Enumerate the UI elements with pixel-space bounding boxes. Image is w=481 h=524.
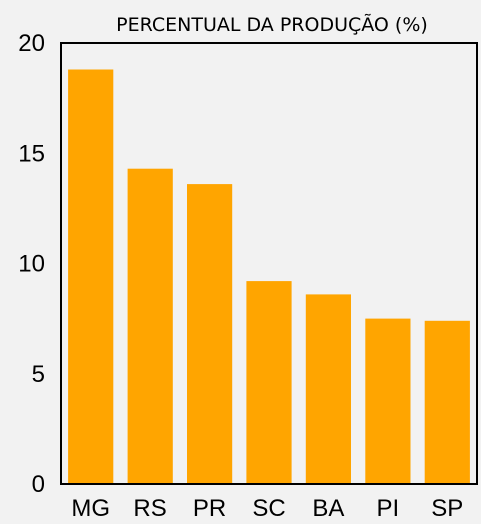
x-tick-label-mg: MG xyxy=(71,495,110,522)
chart-title: PERCENTUAL DA PRODUÇÃO (%) xyxy=(116,13,428,36)
y-tick-label-0: 0 xyxy=(32,471,45,498)
bar-sc xyxy=(246,281,292,484)
bar-mg xyxy=(68,69,114,484)
x-tick-label-sc: SC xyxy=(252,495,285,522)
bar-rs xyxy=(127,168,173,484)
plot-area-frame xyxy=(60,42,478,485)
x-axis-ticks: MG RS PR SC BA PI SP xyxy=(71,495,463,522)
x-tick-label-pr: PR xyxy=(193,495,226,522)
x-tick-label-pi: PI xyxy=(377,495,400,522)
x-tick-label-rs: RS xyxy=(133,495,166,522)
y-tick-label-20: 20 xyxy=(18,30,45,57)
x-tick-label-ba: BA xyxy=(312,495,344,522)
bar-ba xyxy=(305,294,351,484)
y-tick-label-5: 5 xyxy=(32,361,45,388)
y-axis-ticks: 0 5 10 15 20 xyxy=(18,30,45,498)
x-tick-label-sp: SP xyxy=(431,495,463,522)
bars-group xyxy=(68,69,470,484)
bar-pi xyxy=(365,318,411,484)
bar-pr xyxy=(187,184,233,484)
bar-sp xyxy=(424,320,470,484)
y-tick-label-10: 10 xyxy=(18,251,45,278)
y-tick-label-15: 15 xyxy=(18,140,45,167)
